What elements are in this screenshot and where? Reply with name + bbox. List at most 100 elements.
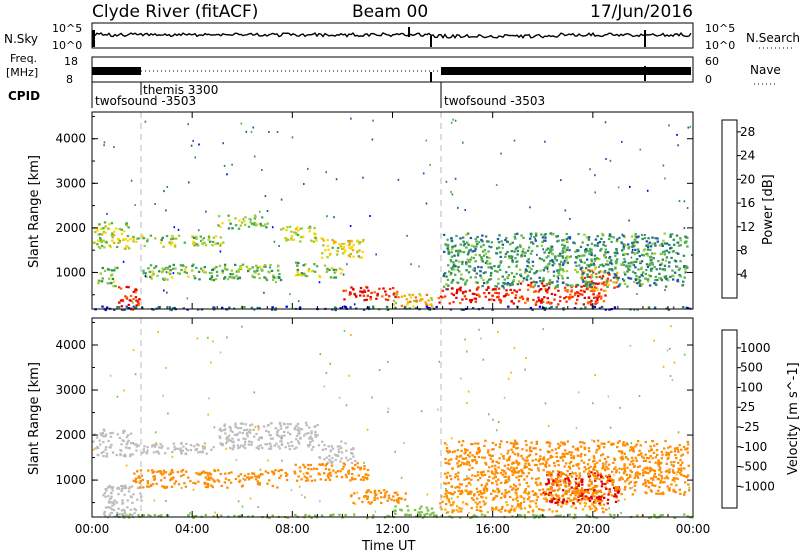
echo-cell (158, 446, 161, 449)
echo-cell (613, 486, 616, 489)
echo-cell (491, 472, 494, 475)
echo-cell (478, 328, 480, 331)
echo-cell (326, 215, 328, 218)
echo-cell (468, 463, 470, 466)
echo-cell (345, 404, 348, 407)
echo-cell (476, 471, 480, 474)
echo-cell (452, 293, 455, 297)
echo-cell (518, 483, 521, 486)
echo-cell (493, 265, 496, 268)
echo-cell (459, 237, 462, 240)
echo-cell (613, 467, 616, 470)
echo-cell (470, 497, 474, 500)
echo-cell (377, 489, 381, 492)
echo-cell (319, 353, 322, 356)
echo-cell (474, 248, 477, 251)
echo-cell (510, 371, 512, 374)
echo-cell (363, 290, 367, 293)
nave-label: Nave (750, 63, 781, 77)
echo-cell (446, 243, 450, 246)
echo-cell (294, 513, 297, 516)
echo-cell (456, 485, 459, 488)
echo-cell (592, 262, 596, 265)
echo-cell (606, 498, 610, 501)
echo-cell (562, 441, 566, 444)
echo-cell (157, 306, 160, 309)
echo-cell (307, 270, 310, 273)
echo-cell (550, 292, 554, 296)
echo-cell (629, 265, 632, 268)
echo-cell (624, 480, 627, 483)
echo-cell (526, 498, 530, 501)
echo-cell (527, 491, 531, 494)
echo-cell (225, 442, 228, 445)
echo-cell (134, 373, 137, 376)
echo-cell (459, 492, 462, 496)
echo-cell (668, 468, 671, 471)
echo-cell (527, 261, 530, 264)
echo-cell (494, 285, 497, 288)
echo-cell (535, 442, 538, 445)
echo-cell (394, 505, 397, 508)
echo-cell (588, 480, 591, 483)
echo-cell (507, 274, 511, 277)
echo-cell (592, 489, 596, 492)
echo-cell (492, 288, 495, 291)
echo-cell (516, 253, 519, 256)
echo-cell (364, 494, 367, 498)
echo-cell (234, 426, 238, 429)
echo-cell (503, 470, 506, 473)
echo-cell (596, 257, 599, 260)
echo-cell (339, 272, 343, 275)
echo-cell (314, 435, 317, 438)
echo-cell (307, 463, 310, 467)
echo-cell (392, 303, 396, 306)
echo-cell (285, 478, 289, 482)
echo-cell (108, 501, 111, 504)
echo-cell (654, 275, 657, 278)
echo-cell (546, 458, 550, 461)
echo-cell (666, 349, 669, 352)
echo-cell (521, 448, 524, 451)
echo-cell (506, 250, 509, 254)
echo-cell (499, 268, 502, 271)
echo-cell (305, 471, 308, 474)
echo-cell (404, 513, 408, 516)
echo-cell (350, 240, 353, 243)
echo-cell (628, 463, 632, 466)
echo-cell (593, 289, 596, 292)
echo-cell (631, 248, 634, 251)
echo-cell (634, 278, 637, 281)
echo-cell (186, 308, 189, 311)
echo-cell (653, 266, 656, 269)
echo-cell (463, 295, 467, 298)
echo-cell (544, 464, 547, 467)
echo-cell (252, 223, 256, 226)
echo-cell (645, 244, 648, 247)
echo-cell (220, 429, 223, 433)
echo-cell (531, 308, 534, 311)
echo-cell (600, 305, 604, 308)
echo-cell (422, 172, 425, 175)
echo-cell (241, 505, 244, 508)
nsearch-tick-bottom: 10^0 (705, 39, 735, 52)
echo-cell (578, 481, 581, 484)
echo-cell (134, 204, 136, 206)
echo-cell (631, 251, 634, 254)
echo-cell (118, 301, 121, 304)
echo-cell (397, 498, 400, 501)
echo-cell (242, 445, 245, 448)
echo-cell (449, 504, 453, 507)
echo-cell (550, 501, 553, 504)
echo-cell (243, 447, 247, 450)
echo-cell (224, 477, 228, 480)
echo-cell (459, 243, 462, 246)
echo-cell (543, 494, 547, 497)
echo-cell (465, 269, 468, 272)
echo-cell (445, 511, 448, 514)
echo-cell (215, 242, 218, 245)
echo-cell (546, 471, 549, 474)
echo-cell (430, 305, 434, 308)
echo-cell (587, 296, 591, 299)
